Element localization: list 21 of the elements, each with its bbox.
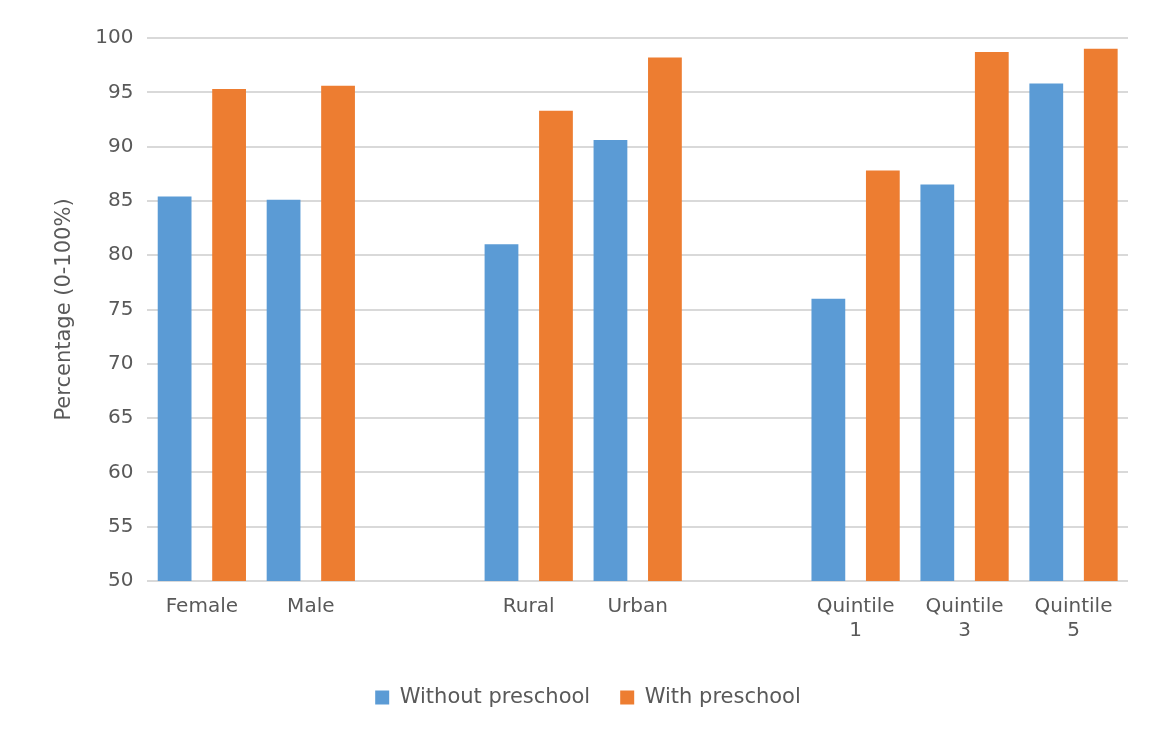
y-tick-label: 50 bbox=[107, 567, 134, 592]
x-tick-label: Female bbox=[165, 593, 239, 618]
y-tick-label: 85 bbox=[107, 187, 134, 212]
x-tick-label: Male bbox=[287, 593, 335, 618]
y-tick-label: 65 bbox=[107, 404, 134, 429]
x-tick-label: Rural bbox=[502, 593, 555, 618]
legend-label: Without preschool bbox=[399, 683, 591, 708]
x-tick-label: Quintile 3 bbox=[925, 593, 1004, 642]
x-tick-label: Quintile 5 bbox=[1034, 593, 1113, 642]
y-tick-label: 55 bbox=[107, 512, 134, 537]
x-tick-label: Urban bbox=[607, 593, 668, 618]
y-tick-label: 60 bbox=[107, 458, 134, 483]
legend-label: With preschool bbox=[644, 683, 801, 708]
y-tick-label: 70 bbox=[107, 350, 134, 374]
y-tick-label: 100 bbox=[95, 24, 134, 49]
y-tick-label: 80 bbox=[107, 241, 134, 266]
y-tick-label: 75 bbox=[107, 295, 134, 320]
y-axis-title: Percentage (0-100%) bbox=[51, 198, 76, 421]
y-tick-label: 90 bbox=[107, 132, 134, 157]
y-tick-label: 95 bbox=[107, 78, 134, 103]
x-tick-label: Quintile 1 bbox=[816, 593, 895, 642]
